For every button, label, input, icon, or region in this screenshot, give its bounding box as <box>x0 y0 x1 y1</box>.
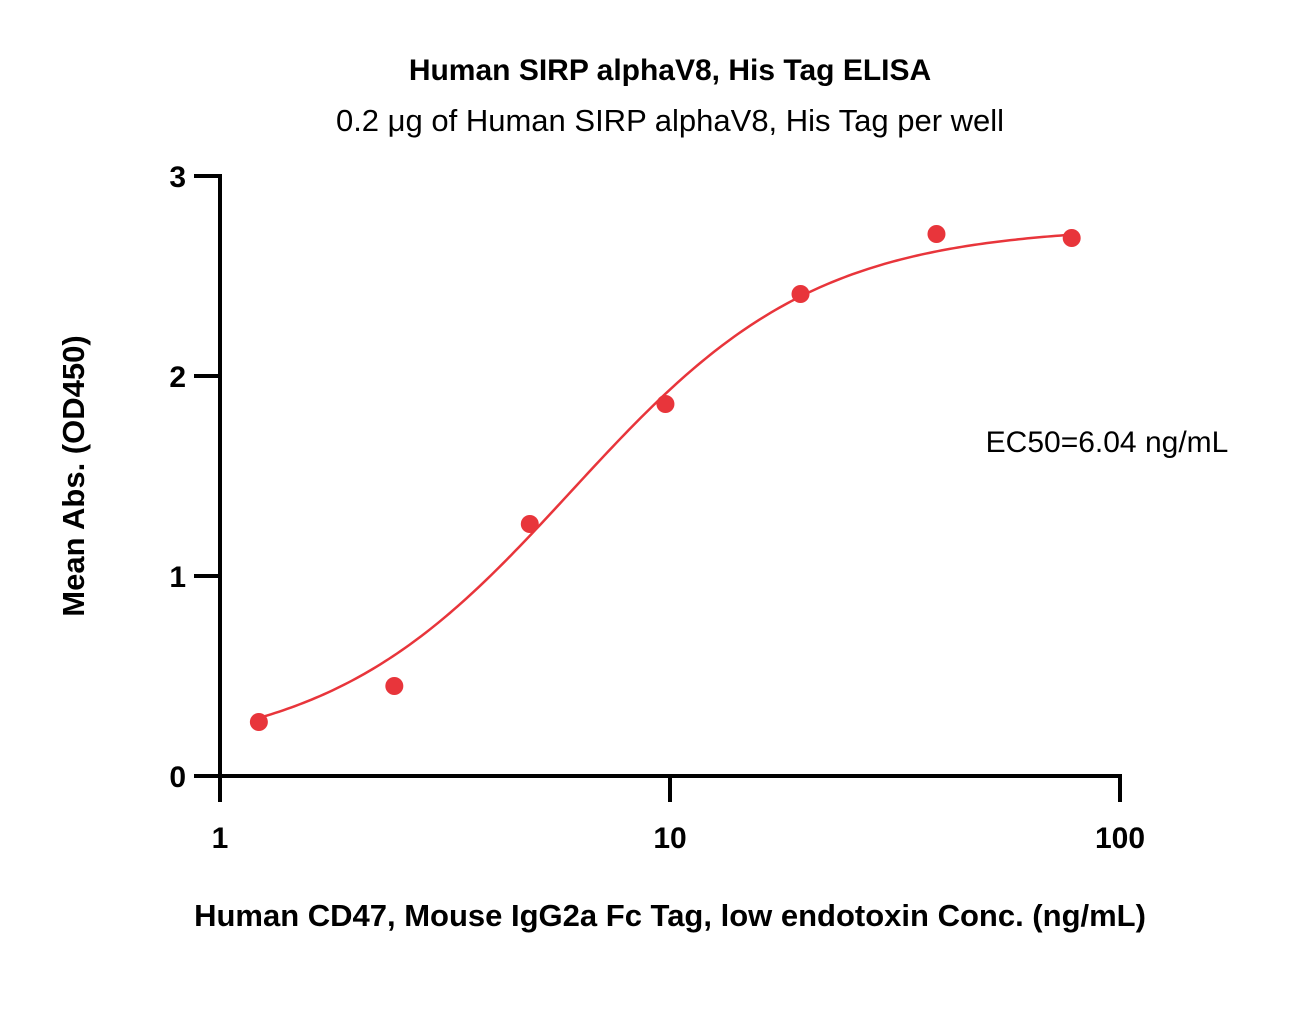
chart-subtitle: 0.2 μg of Human SIRP alphaV8, His Tag pe… <box>336 103 1004 138</box>
data-point <box>1062 229 1081 247</box>
x-tick-label: 10 <box>653 822 686 855</box>
data-point <box>385 677 404 695</box>
x-tick-label: 1 <box>212 822 229 855</box>
y-tick-label: 1 <box>169 561 186 594</box>
data-point <box>520 515 539 533</box>
y-axis-label: Mean Abs. (OD450) <box>56 335 91 616</box>
data-point <box>249 713 268 731</box>
chart-title: Human SIRP alphaV8, His Tag ELISA <box>409 54 931 87</box>
y-tick-label: 3 <box>169 161 186 194</box>
x-tick-label: 100 <box>1095 822 1145 855</box>
data-point <box>791 285 810 303</box>
y-tick-label: 2 <box>169 361 186 394</box>
data-point <box>656 395 675 413</box>
ec50-annotation: EC50=6.04 ng/mL <box>986 426 1229 459</box>
data-point <box>927 225 946 243</box>
y-tick-label: 0 <box>169 761 186 794</box>
x-axis-label: Human CD47, Mouse IgG2a Fc Tag, low endo… <box>194 898 1146 933</box>
fit-curve <box>258 233 1072 720</box>
